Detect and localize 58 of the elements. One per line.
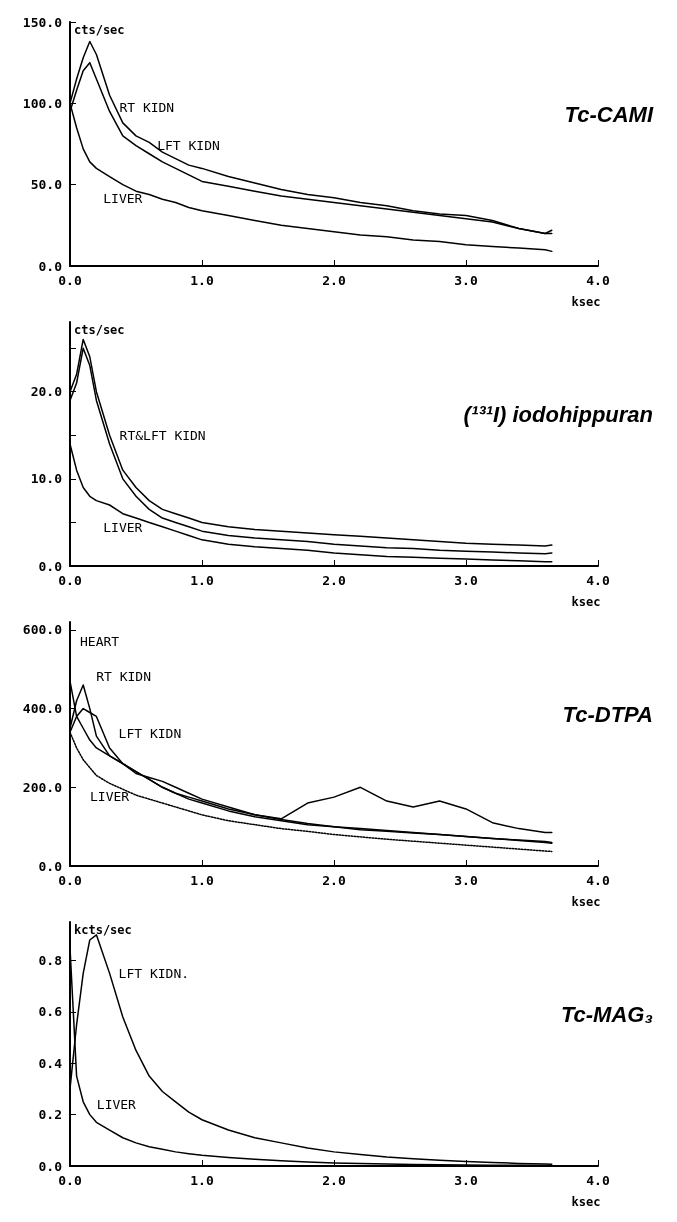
x-tick-label: 0.0 [58,273,82,288]
series-label: RT&LFT KIDN [119,427,206,443]
text: Tc-CAMI [564,101,654,127]
y-tick-label: 200.0 [22,779,63,795]
text: HEART [80,633,120,649]
x-tick-label: 4.0 [586,1173,610,1188]
series-label: LIVER [103,190,143,206]
y-axis-title: cts/sec [74,23,125,37]
x-axis-title: ksec [571,295,601,309]
series-label: LIVER [103,519,143,535]
y-tick-label: 0.8 [38,953,63,969]
x-axis-title: ksec [571,1195,601,1209]
x-tick-label: 4.0 [586,573,610,588]
x-tick-label: 2.0 [322,573,346,588]
y-tick-label: 600.0 [22,622,63,638]
series-label: RT KIDN [119,99,175,115]
y-tick-label: 400.0 [22,701,63,717]
y-axis-title: cts/sec [74,323,125,337]
series-label: LIVER [90,789,130,805]
y-tick-label: 20.0 [30,384,63,400]
x-tick-label: 2.0 [322,873,346,888]
text: Tc-DTPA [562,701,654,727]
x-tick-label: 3.0 [454,1173,478,1188]
y-axis-title: kcts/sec [74,923,132,937]
series-label: LFT KIDN [157,138,220,154]
y-tick-label: 50.0 [30,177,63,193]
series-label: LFT KIDN [118,726,182,742]
y-tick-label: 0.0 [38,858,63,874]
text: (¹³¹I) iodohippuran [463,401,654,427]
x-tick-label: 2.0 [322,1173,346,1188]
y-tick-label: 0.0 [38,558,63,574]
y-tick-label: 10.0 [30,471,63,487]
x-tick-label: 0.0 [58,573,82,588]
series-label: RT KIDN [96,669,151,685]
x-tick-label: 0.0 [58,1173,82,1188]
x-tick-label: 3.0 [454,873,478,888]
series-label: LIVER [96,1097,137,1113]
x-tick-label: 3.0 [454,573,478,588]
x-tick-label: 4.0 [586,273,610,288]
y-tick-label: 150.0 [22,14,63,30]
x-axis-title: ksec [571,595,601,609]
x-tick-label: 1.0 [190,573,214,588]
y-tick-label: 0.4 [38,1055,63,1071]
series-label: LFT KIDN. [118,965,190,981]
y-tick-label: 0.2 [38,1107,62,1123]
x-tick-label: 2.0 [322,273,346,288]
x-tick-label: 1.0 [190,873,214,888]
y-tick-label: 0.0 [38,258,63,274]
x-tick-label: 1.0 [190,273,214,288]
x-axis-title: ksec [571,895,601,909]
text: Tc-MAG₃ [560,1001,653,1027]
x-tick-label: 3.0 [454,273,478,288]
x-tick-label: 4.0 [586,873,610,888]
y-tick-label: 0.0 [38,1158,63,1174]
x-tick-label: 0.0 [58,873,82,888]
y-tick-label: 100.0 [22,95,63,111]
y-tick-label: 0.6 [38,1004,63,1020]
x-tick-label: 1.0 [190,1173,214,1188]
